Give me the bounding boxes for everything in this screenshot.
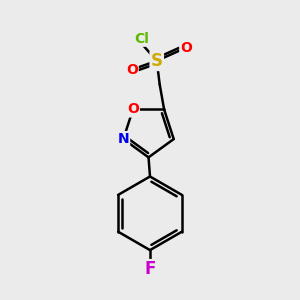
Text: O: O [180, 40, 192, 55]
Text: S: S [151, 52, 163, 70]
Text: F: F [144, 260, 156, 278]
Text: N: N [118, 132, 129, 146]
Text: O: O [126, 63, 138, 77]
Text: O: O [127, 102, 139, 116]
Text: Cl: Cl [135, 32, 149, 46]
